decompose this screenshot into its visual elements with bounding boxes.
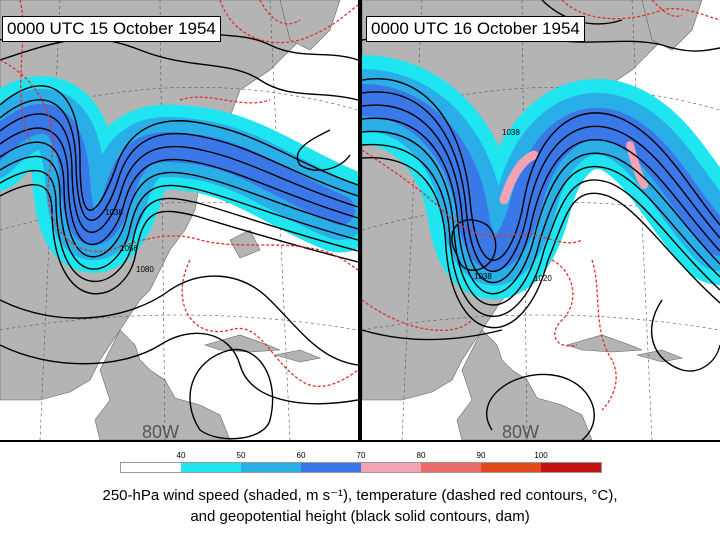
map-bottom-border <box>0 440 720 442</box>
caption-line-1: 250-hPa wind speed (shaded, m s⁻¹), temp… <box>102 487 618 504</box>
colorbar-tick-70: 70 <box>356 451 366 460</box>
map-panel-left: 0000 UTC 15 October 1954 80W 1038 1056 1… <box>0 0 358 440</box>
colorbar-tick-100: 100 <box>534 451 548 460</box>
contour-label-left-3: 1080 <box>136 265 154 274</box>
contour-label-left-2: 1056 <box>120 244 138 253</box>
contour-label-left-1: 1038 <box>105 208 123 217</box>
jet-shading-right <box>362 55 720 299</box>
height-contours-right <box>362 0 720 440</box>
contour-label-right-2: 1038 <box>474 272 492 281</box>
map-right-graphic <box>362 0 720 440</box>
wind-speed-colorbar <box>120 462 602 473</box>
map-panel-right: 0000 UTC 16 October 1954 80W 1038 1038 1… <box>362 0 720 440</box>
contour-label-right-3: 1020 <box>534 274 552 283</box>
colorbar-segment <box>391 463 421 472</box>
colorbar-segment <box>571 463 601 472</box>
colorbar-tick-80: 80 <box>416 451 426 460</box>
colorbar-segment <box>181 463 211 472</box>
colorbar-segment <box>241 463 271 472</box>
colorbar-segment <box>301 463 331 472</box>
colorbar-segment <box>331 463 361 472</box>
colorbar-segment <box>271 463 301 472</box>
temperature-contours-left <box>0 0 358 387</box>
colorbar-segment <box>481 463 511 472</box>
colorbar-tick-60: 60 <box>296 451 306 460</box>
colorbar-segment <box>421 463 451 472</box>
longitude-label-left: 80W <box>142 422 180 440</box>
temperature-contours-right <box>362 0 720 411</box>
colorbar-segment <box>121 463 151 472</box>
caption-line-2: and geopotential height (black solid con… <box>190 508 530 525</box>
contour-label-right-1: 1038 <box>502 128 520 137</box>
colorbar-tick-40: 40 <box>176 451 186 460</box>
longitude-label-right: 80W <box>502 422 540 440</box>
colorbar-segment <box>361 463 391 472</box>
panel-divider <box>358 0 362 442</box>
panel-title-right: 0000 UTC 16 October 1954 <box>366 16 585 42</box>
colorbar-tick-90: 90 <box>476 451 486 460</box>
colorbar-segment <box>451 463 481 472</box>
map-left-graphic <box>0 0 358 440</box>
colorbar-segment <box>151 463 181 472</box>
panel-title-left: 0000 UTC 15 October 1954 <box>2 16 221 42</box>
colorbar-segment <box>211 463 241 472</box>
colorbar-segment <box>541 463 571 472</box>
colorbar-segment <box>511 463 541 472</box>
colorbar-tick-50: 50 <box>236 451 246 460</box>
